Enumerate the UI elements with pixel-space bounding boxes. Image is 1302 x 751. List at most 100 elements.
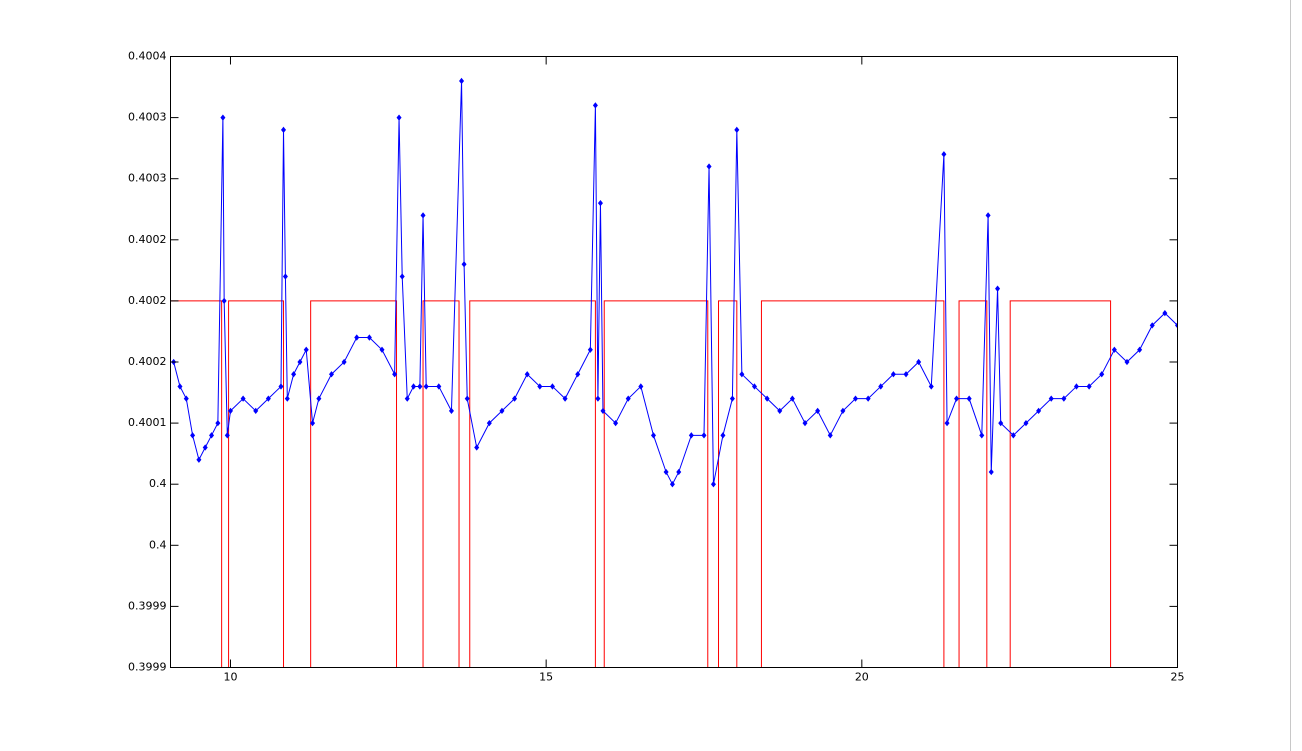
marker — [865, 395, 871, 402]
marker — [701, 432, 707, 439]
marker — [979, 432, 985, 439]
marker — [420, 212, 426, 219]
marker — [524, 371, 530, 378]
marker — [303, 346, 309, 353]
x-tick-label: 25 — [1171, 671, 1185, 684]
marker — [840, 407, 846, 415]
marker — [729, 395, 735, 402]
marker — [720, 432, 726, 439]
marker — [1023, 419, 1029, 427]
marker — [215, 419, 221, 427]
marker — [827, 432, 833, 439]
marker — [284, 395, 290, 402]
marker — [202, 444, 208, 451]
marker — [890, 371, 896, 378]
marker — [328, 371, 335, 378]
marker — [595, 395, 601, 402]
marker — [663, 468, 669, 476]
y-tick-label: 0.3999 — [128, 661, 167, 674]
marker — [764, 395, 770, 402]
x-tick-label: 15 — [539, 671, 553, 684]
marker — [998, 419, 1004, 427]
marker — [575, 371, 581, 378]
marker — [399, 273, 405, 280]
marker — [1010, 432, 1016, 439]
marker — [802, 419, 808, 427]
marker — [941, 151, 947, 158]
marker — [1111, 346, 1117, 353]
marker — [459, 77, 465, 85]
marker — [396, 114, 402, 121]
marker — [341, 358, 347, 366]
y-tick-label: 0.4003 — [128, 111, 167, 124]
marker — [265, 395, 271, 402]
y-tick-label: 0.4004 — [128, 50, 167, 63]
marker — [1124, 358, 1130, 366]
marker — [777, 407, 783, 415]
marker — [944, 419, 950, 427]
marker — [537, 383, 543, 390]
marker — [379, 346, 385, 353]
marker — [853, 395, 859, 402]
marker — [240, 395, 246, 402]
marker — [625, 395, 631, 402]
marker — [221, 297, 227, 305]
marker — [1099, 371, 1105, 378]
marker — [995, 285, 1001, 292]
marker — [486, 419, 492, 427]
marker — [592, 102, 598, 109]
marker — [878, 383, 884, 390]
marker — [282, 273, 288, 280]
marker — [464, 395, 470, 402]
marker — [183, 395, 189, 402]
marker — [1149, 322, 1155, 329]
y-tick-label: 0.4003 — [128, 172, 167, 185]
y-tick-label: 0.3999 — [128, 599, 167, 612]
marker — [587, 346, 593, 353]
marker — [411, 383, 417, 390]
marker — [562, 395, 568, 402]
marker — [297, 358, 303, 366]
marker — [739, 371, 745, 378]
marker — [1061, 395, 1067, 402]
y-tick-label: 0.4 — [149, 477, 167, 490]
y-tick-label: 0.4001 — [128, 416, 167, 429]
marker — [316, 395, 322, 402]
y-tick-label: 0.4 — [149, 538, 167, 551]
marker — [815, 407, 821, 415]
marker — [966, 395, 972, 402]
marker — [676, 468, 682, 476]
marker — [209, 432, 215, 439]
marker — [751, 383, 758, 390]
marker — [177, 383, 183, 390]
marker — [291, 371, 297, 378]
marker — [916, 358, 922, 366]
marker — [404, 395, 410, 402]
marker — [1048, 395, 1054, 402]
marker — [706, 163, 712, 170]
series-line — [170, 300, 1178, 668]
marker — [253, 407, 259, 415]
marker — [220, 114, 226, 121]
marker — [688, 432, 694, 439]
marker — [650, 432, 656, 439]
marker — [1162, 309, 1168, 317]
marker — [1086, 383, 1092, 390]
marker — [227, 407, 233, 415]
marker — [474, 444, 480, 451]
marker — [789, 395, 795, 402]
marker — [954, 395, 960, 402]
marker — [392, 371, 398, 378]
marker — [417, 383, 423, 390]
marker — [985, 212, 991, 219]
marker — [278, 383, 284, 390]
y-tick-label: 0.4002 — [128, 233, 167, 246]
marker — [224, 432, 230, 439]
marker — [638, 383, 644, 390]
marker — [512, 395, 518, 402]
marker — [354, 334, 360, 341]
marker — [600, 407, 606, 415]
marker — [448, 407, 454, 415]
marker — [1073, 383, 1079, 390]
